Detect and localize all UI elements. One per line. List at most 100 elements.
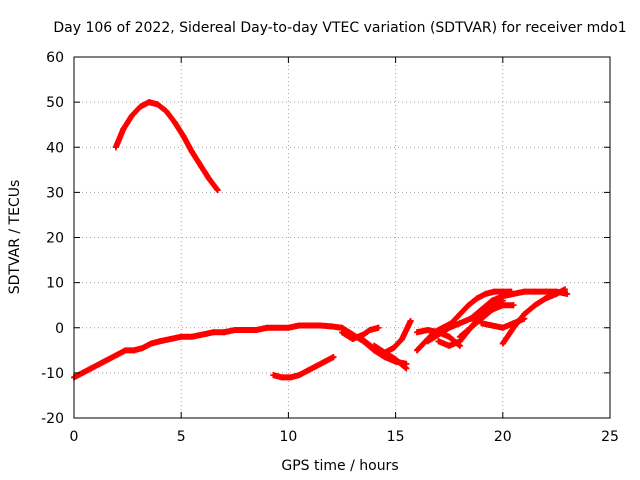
data-point — [510, 320, 517, 327]
data-series-arc-1 — [112, 99, 221, 194]
data-point — [521, 288, 528, 295]
data-point — [371, 342, 378, 349]
data-point — [414, 347, 421, 354]
data-point — [188, 333, 195, 340]
data-point — [366, 327, 373, 334]
data-point — [131, 347, 138, 354]
data-point — [499, 340, 506, 347]
data-point — [313, 363, 320, 370]
data-point — [467, 324, 474, 331]
data-series-arc-7 — [414, 288, 515, 354]
data-point — [296, 322, 303, 329]
data-point — [278, 374, 285, 381]
data-point — [553, 290, 560, 297]
axis-ticks: 0 5 10 15 20 25 -20 -10 0 10 20 30 40 50 60 — [41, 50, 619, 445]
data-point — [270, 372, 277, 379]
y-tick-label: 10 — [46, 276, 64, 292]
data-point — [167, 336, 174, 343]
data-point — [375, 324, 382, 331]
data-point — [521, 315, 528, 322]
data-point — [510, 290, 517, 297]
data-point — [435, 338, 442, 345]
data-point — [478, 306, 485, 313]
data-point — [499, 293, 506, 300]
data-point — [242, 327, 249, 334]
data-point — [424, 327, 431, 334]
data-point — [128, 112, 135, 119]
data-point — [542, 288, 549, 295]
x-tick-label: 25 — [601, 429, 619, 445]
data-point — [446, 342, 453, 349]
data-point — [287, 374, 294, 381]
data-point — [499, 302, 506, 309]
data-point — [491, 288, 498, 295]
data-point — [482, 290, 489, 297]
data-point — [399, 336, 406, 343]
data-point — [263, 324, 270, 331]
data-series-arc-6 — [371, 342, 410, 372]
data-point — [317, 322, 324, 329]
data-series-arc-5 — [339, 324, 382, 343]
data-point — [221, 329, 228, 336]
chart-title: Day 106 of 2022, Sidereal Day-to-day VTE… — [53, 20, 626, 36]
y-tick-label: -10 — [41, 366, 64, 382]
data-point — [139, 345, 146, 352]
data-point — [531, 288, 538, 295]
data-point — [274, 324, 281, 331]
x-tick-label: 10 — [279, 429, 297, 445]
data-point — [349, 336, 356, 343]
x-tick-label: 0 — [70, 429, 79, 445]
data-point — [120, 126, 127, 133]
data-point — [188, 148, 195, 155]
x-tick-label: 15 — [387, 429, 405, 445]
data-point — [564, 290, 571, 297]
data-point — [467, 315, 474, 322]
data-point — [446, 324, 453, 331]
y-tick-label: 0 — [55, 321, 64, 337]
data-point — [414, 329, 421, 336]
data-point — [306, 322, 313, 329]
data-series-arc-14 — [478, 315, 528, 331]
data-point — [113, 351, 120, 358]
data-point — [456, 311, 463, 318]
data-points — [71, 99, 571, 381]
y-tick-label: 40 — [46, 140, 64, 156]
y-tick-label: -20 — [41, 411, 64, 427]
data-point — [392, 356, 399, 363]
data-point — [321, 358, 328, 365]
data-point — [199, 331, 206, 338]
data-point — [510, 302, 517, 309]
data-point — [456, 320, 463, 327]
data-point — [489, 322, 496, 329]
y-tick-label: 20 — [46, 231, 64, 247]
data-point — [360, 331, 367, 338]
data-point — [178, 333, 185, 340]
data-point — [304, 367, 311, 374]
data-point — [122, 347, 129, 354]
data-point — [328, 323, 335, 330]
data-point — [96, 360, 103, 367]
data-series-arc-11 — [456, 302, 517, 340]
data-point — [456, 333, 463, 340]
data-point — [465, 302, 472, 309]
data-point — [390, 345, 397, 352]
data-point — [112, 144, 119, 151]
data-point — [499, 324, 506, 331]
y-tick-label: 30 — [46, 185, 64, 201]
data-point — [171, 119, 178, 126]
data-point — [364, 340, 371, 347]
data-point — [474, 295, 481, 302]
data-point — [197, 162, 204, 169]
y-tick-label: 60 — [46, 50, 64, 66]
data-point — [446, 333, 453, 340]
y-tick-label: 50 — [46, 95, 64, 111]
data-point — [137, 103, 144, 110]
data-point — [489, 306, 496, 313]
data-point — [381, 349, 388, 356]
data-point — [339, 329, 345, 336]
x-tick-label: 5 — [177, 429, 186, 445]
data-point — [180, 132, 187, 139]
data-point — [285, 324, 292, 331]
